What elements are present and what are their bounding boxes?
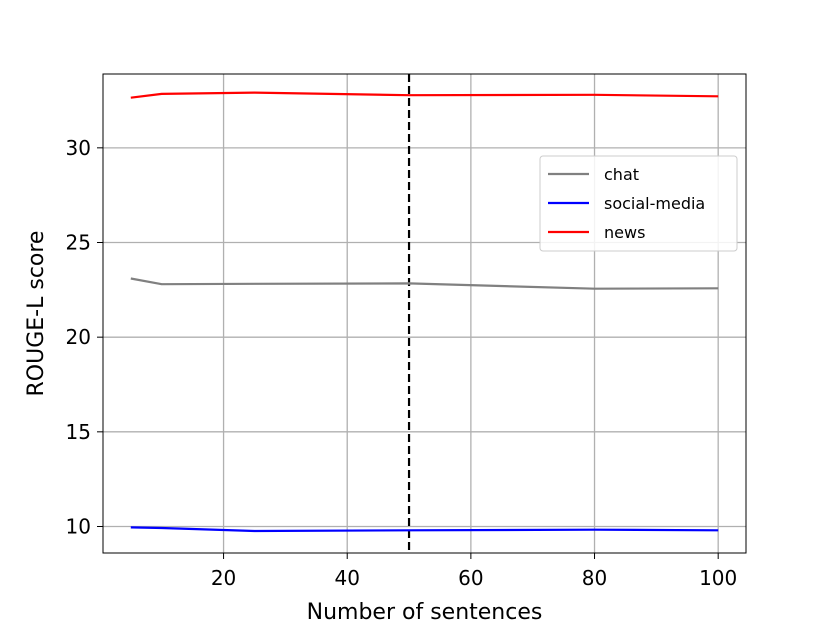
plot-frame — [102, 73, 747, 554]
x-tick-label: 100 — [699, 566, 737, 590]
x-tick-label: 60 — [458, 566, 483, 590]
x-tick-label: 20 — [211, 566, 236, 590]
x-tick-label: 80 — [582, 566, 607, 590]
y-tick-label: 10 — [66, 514, 91, 538]
legend-label: news — [604, 223, 645, 242]
legend-box — [539, 155, 738, 252]
y-tick-label: 25 — [66, 231, 91, 255]
series-line-chat — [130, 277, 719, 290]
series-line-social-media — [130, 526, 719, 533]
y-tick-label: 20 — [66, 325, 91, 349]
x-axis-ticks: 20 40 60 80 100 — [211, 553, 737, 590]
legend-label: social-media — [604, 194, 705, 213]
legend-label: chat — [604, 165, 639, 184]
y-axis-ticks: 10 15 20 25 30 — [66, 136, 103, 538]
series-lines — [130, 91, 719, 533]
x-axis-label: Number of sentences — [307, 600, 543, 623]
y-tick-label: 30 — [66, 136, 91, 160]
x-tick-label: 40 — [334, 566, 359, 590]
legend: chat social-media news — [539, 155, 738, 252]
y-tick-label: 15 — [66, 420, 91, 444]
y-axis-label: ROUGE-L score — [24, 231, 49, 397]
series-line-news — [130, 91, 719, 99]
grid — [103, 74, 746, 553]
